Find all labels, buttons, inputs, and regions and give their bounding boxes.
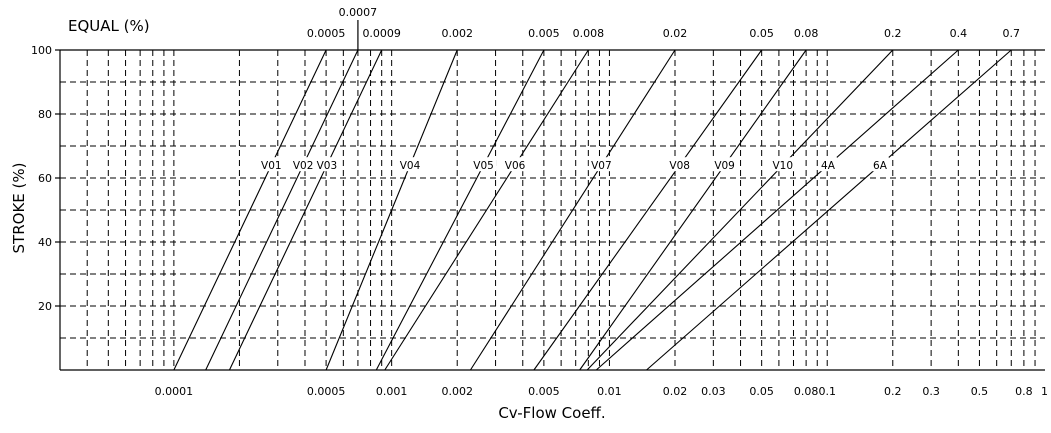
series-line-v04 <box>325 49 458 371</box>
series-line-v08 <box>533 49 763 371</box>
x-tick-label-5: 0.01 <box>597 385 622 398</box>
series-label-6a: 6A <box>873 160 888 172</box>
top-label-1: 0.0007 <box>339 6 378 19</box>
top-label-6: 0.02 <box>663 27 688 40</box>
series-label-bg-v02 <box>290 157 316 172</box>
series-line-v06 <box>384 49 589 371</box>
y-tick-label-4: 100 <box>31 44 52 57</box>
x-tick-label-12: 0.3 <box>922 385 940 398</box>
y-tick-label-2: 60 <box>38 172 52 185</box>
grid-lines <box>60 50 1045 370</box>
top-label-7: 0.05 <box>749 27 774 40</box>
series-line-v02 <box>205 49 359 371</box>
top-label-0: 0.0005 <box>307 27 346 40</box>
series-line-6a <box>646 49 1012 371</box>
series-line-v01 <box>173 49 327 371</box>
top-label-3: 0.002 <box>441 27 473 40</box>
series-line-v09 <box>579 49 807 371</box>
x-tick-label-8: 0.05 <box>749 385 774 398</box>
series-label-v02: V02 <box>293 160 314 172</box>
x-tick-label-9: 0.08 <box>794 385 819 398</box>
series-label-v06: V06 <box>505 160 526 172</box>
x-tick-label-13: 0.5 <box>971 385 989 398</box>
series-label-v01: V01 <box>261 160 282 172</box>
series-label-bg-v05 <box>471 157 497 172</box>
series-label-bg-v10 <box>770 157 796 172</box>
top-label-5: 0.008 <box>573 27 605 40</box>
series-label-v04: V04 <box>400 160 421 172</box>
y-tick-label-0: 20 <box>38 300 52 313</box>
series-label-v05: V05 <box>473 160 494 172</box>
top-label-10: 0.4 <box>950 27 968 40</box>
x-tick-label-11: 0.2 <box>884 385 902 398</box>
series-label-bg-4a <box>818 157 837 172</box>
x-tick-label-6: 0.02 <box>663 385 688 398</box>
series-label-v10: V10 <box>772 160 793 172</box>
series-label-bg-v07 <box>588 157 614 172</box>
series-label-bg-v01 <box>258 157 284 172</box>
x-axis-title: Cv-Flow Coeff. <box>498 404 605 422</box>
series-label-bg-v03 <box>314 157 340 172</box>
series-line-v07 <box>469 49 676 371</box>
x-tick-label-7: 0.03 <box>701 385 726 398</box>
series-label-bg-6a <box>870 157 889 172</box>
top-label-2: 0.0009 <box>362 27 401 40</box>
x-tick-label-3: 0.002 <box>441 385 473 398</box>
series-label-bg-v09 <box>712 157 738 172</box>
axes <box>55 49 1045 371</box>
x-tick-label-4: 0.005 <box>528 385 560 398</box>
top-label-4: 0.005 <box>528 27 560 40</box>
series-line-4a <box>595 49 959 371</box>
series-label-v08: V08 <box>669 160 690 172</box>
series-label-v07: V07 <box>591 160 612 172</box>
series-line-v10 <box>586 49 894 371</box>
x-tick-label-15: 1 <box>1041 385 1048 398</box>
series-label-bg-v08 <box>667 157 693 172</box>
series-label-v03: V03 <box>317 160 338 172</box>
series-label-bg-v04 <box>397 157 423 172</box>
top-label-11: 0.7 <box>1003 27 1021 40</box>
top-label-8: 0.08 <box>794 27 819 40</box>
series-lines <box>173 49 1012 371</box>
x-tick-label-14: 0.8 <box>1015 385 1033 398</box>
series-line-v03 <box>228 49 383 371</box>
chart-title: EQUAL (%) <box>68 17 150 35</box>
y-axis-title: STROKE (%) <box>10 163 28 254</box>
x-tick-label-0: 0.0001 <box>155 385 194 398</box>
x-tick-label-10: 0.1 <box>818 385 836 398</box>
series-label-4a: 4A <box>821 160 836 172</box>
labels: 20 40 60 80 100 0.0001 0.0005 0.001 0.002 0.005 0.… <box>31 6 1048 398</box>
top-label-9: 0.2 <box>884 27 902 40</box>
x-tick-label-2: 0.001 <box>376 385 408 398</box>
x-tick-label-1: 0.0005 <box>307 385 346 398</box>
series-label-bg-v06 <box>502 157 528 172</box>
y-tick-label-1: 40 <box>38 236 52 249</box>
series-line-v05 <box>375 49 545 371</box>
y-tick-label-3: 80 <box>38 108 52 121</box>
series-label-v09: V09 <box>714 160 735 172</box>
